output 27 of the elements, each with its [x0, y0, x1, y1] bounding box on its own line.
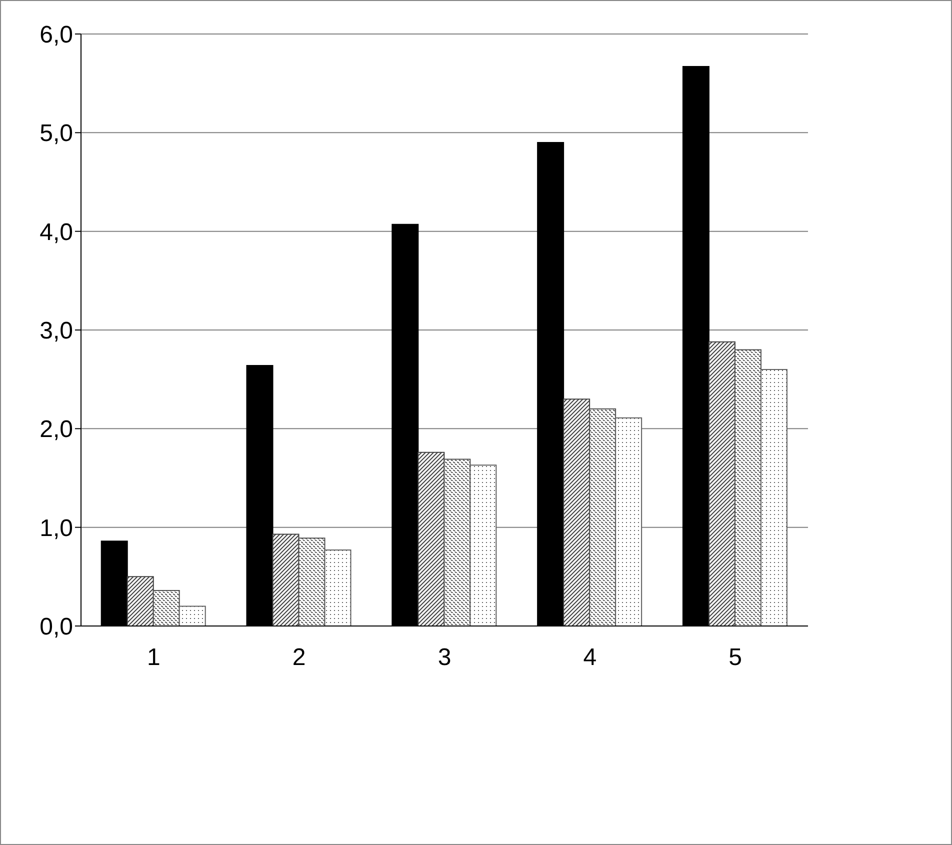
y-tick-label: 5,0: [40, 120, 73, 148]
x-tick-label: 1: [147, 644, 160, 672]
y-tick-label: 0,0: [40, 614, 73, 641]
bar: [272, 534, 300, 626]
bar: [615, 417, 642, 626]
x-tick-label: 5: [728, 644, 742, 672]
bar: [589, 408, 616, 626]
bar: [126, 576, 154, 626]
bar: [734, 349, 762, 626]
x-tick-label: 2: [292, 644, 306, 672]
bar: [298, 538, 326, 626]
y-tick-label: 4,0: [40, 218, 73, 246]
y-tick-label: 1,0: [40, 514, 73, 542]
x-tick-label: 3: [438, 644, 452, 672]
y-tick-label: 3,0: [40, 318, 73, 345]
bar: [563, 398, 590, 626]
bar: [178, 606, 206, 626]
y-tick-label: 2,0: [40, 416, 73, 444]
bar: [324, 550, 352, 626]
bar: [760, 368, 788, 626]
bar: [152, 590, 180, 626]
x-tick-label: 4: [583, 644, 597, 672]
bar: [708, 341, 736, 626]
bar: [444, 458, 471, 626]
y-tick-label: 6,0: [40, 22, 73, 49]
bar: [470, 464, 497, 626]
bar: [418, 452, 445, 626]
